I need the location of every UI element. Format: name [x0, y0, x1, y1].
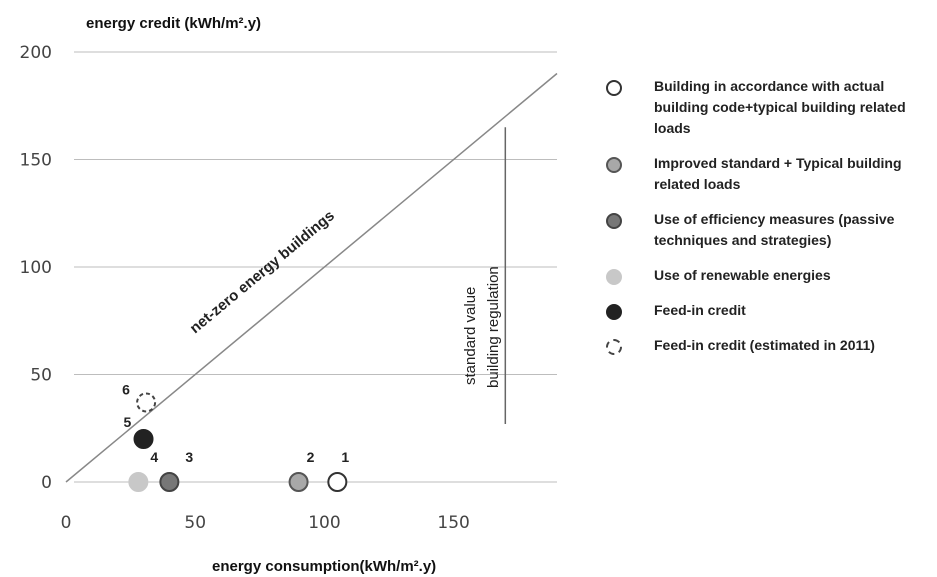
legend-label: Improved standard + Typical building rel…	[654, 155, 902, 192]
legend-item-3: Use of efficiency measures (passive tech…	[606, 209, 932, 251]
building-regulation-label: building regulation	[485, 266, 502, 388]
y-tick-label: 0	[41, 473, 52, 493]
grid-lines	[74, 51, 557, 483]
legend-marker	[606, 157, 622, 173]
legend-item-4: Use of renewable energies	[606, 265, 932, 286]
data-point-1	[327, 472, 348, 492]
point-label-5: 5	[124, 414, 132, 430]
legend: Building in accordance with actual build…	[606, 76, 932, 370]
point-label-1: 1	[341, 449, 349, 465]
point-label-6: 6	[122, 381, 130, 397]
y-tick-labels: 0 50 100 150 200	[20, 43, 52, 493]
data-point-2	[288, 472, 309, 492]
legend-label: Building in accordance with actual build…	[654, 78, 906, 136]
data-point-5	[133, 429, 154, 449]
net-zero-diagonal-line	[65, 72, 558, 483]
x-axis-title: energy consumption(kWh/m².y)	[212, 558, 436, 575]
legend-label: Feed-in credit (estimated in 2011)	[654, 337, 875, 353]
point-label-3: 3	[185, 449, 193, 465]
legend-marker	[606, 339, 622, 355]
legend-item-1: Building in accordance with actual build…	[606, 76, 932, 139]
legend-item-2: Improved standard + Typical building rel…	[606, 153, 932, 195]
point-label-4: 4	[150, 449, 158, 465]
data-point-4	[128, 472, 149, 492]
diagonal-annotation: net-zero energy buildings	[187, 207, 338, 337]
data-point-3	[159, 472, 180, 492]
legend-label: Use of renewable energies	[654, 267, 831, 283]
x-tick-label: 50	[184, 513, 206, 533]
y-tick-label: 50	[30, 366, 52, 386]
legend-label: Use of efficiency measures (passive tech…	[654, 211, 895, 248]
y-tick-label: 200	[20, 43, 52, 63]
data-points: 1 2 3 4 5 6	[122, 381, 349, 492]
data-point-6	[136, 392, 157, 413]
x-tick-label: 150	[437, 513, 469, 533]
standard-value-label: standard value	[462, 287, 479, 385]
point-label-2: 2	[307, 449, 315, 465]
legend-item-6: Feed-in credit (estimated in 2011)	[606, 335, 932, 356]
legend-marker	[606, 213, 622, 229]
legend-label: Feed-in credit	[654, 302, 746, 318]
y-axis-title: energy credit (kWh/m².y)	[86, 15, 261, 32]
legend-marker	[606, 304, 622, 320]
x-tick-label: 0	[61, 513, 72, 533]
legend-marker	[606, 80, 622, 96]
x-tick-label: 100	[308, 513, 340, 533]
legend-item-5: Feed-in credit	[606, 300, 932, 321]
x-tick-labels: 0 50 100 150	[61, 513, 470, 533]
y-tick-label: 150	[20, 151, 52, 171]
y-tick-label: 100	[20, 258, 52, 278]
legend-marker	[606, 269, 622, 285]
